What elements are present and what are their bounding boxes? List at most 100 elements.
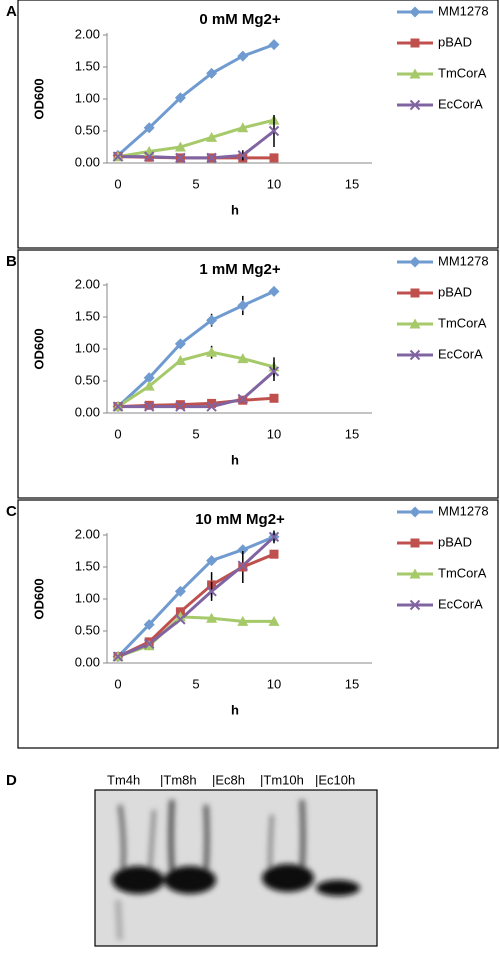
marker — [143, 372, 155, 384]
marker — [175, 614, 186, 625]
marker — [143, 401, 155, 412]
marker — [237, 544, 249, 556]
series-line — [117, 118, 275, 159]
x-tick-label: 15 — [345, 176, 359, 191]
marker — [143, 380, 155, 391]
legend-label: EcCorA — [438, 596, 483, 611]
marker — [206, 555, 218, 567]
marker — [206, 131, 218, 142]
marker — [174, 338, 186, 350]
y-axis-label: OD600 — [31, 328, 46, 369]
y-tick-label: 0.50 — [75, 372, 100, 387]
marker — [237, 353, 249, 364]
marker — [112, 151, 124, 162]
chart-title: 10 mM Mg2+ — [195, 511, 285, 528]
marker — [237, 50, 249, 62]
marker — [268, 615, 280, 626]
marker — [409, 568, 421, 579]
legend-label: EcCorA — [438, 96, 483, 111]
marker — [143, 122, 155, 134]
lane-label: |Ec10h — [315, 772, 355, 787]
x-tick-label: 15 — [345, 676, 359, 691]
x-axis-label: h — [231, 452, 239, 467]
legend-label: MM1278 — [438, 253, 489, 268]
marker — [206, 612, 218, 623]
x-axis-label: h — [231, 702, 239, 717]
legend-label: pBAD — [438, 34, 472, 49]
lane-label: |Tm8h — [160, 772, 197, 787]
x-axis-label: h — [231, 202, 239, 217]
chart-title: 0 mM Mg2+ — [199, 11, 281, 28]
x-tick-label: 0 — [114, 426, 121, 441]
marker — [207, 398, 217, 408]
marker — [268, 39, 280, 51]
chart-panel: C 10 mM Mg2+ OD600 h 0.00 0.50 1.00 1.50 2.00 0 5 1… — [6, 499, 499, 749]
y-tick-label: 2.00 — [75, 276, 100, 291]
marker — [269, 153, 279, 163]
x-tick-label: 10 — [267, 426, 281, 441]
y-tick-label: 1.50 — [75, 308, 100, 323]
marker — [237, 122, 249, 133]
marker — [206, 152, 217, 164]
marker — [268, 125, 280, 137]
series-line — [116, 535, 275, 658]
marker — [206, 346, 218, 357]
panel-letter: C — [6, 503, 17, 520]
marker — [206, 67, 218, 79]
legend-label: pBAD — [438, 284, 472, 299]
y-tick-label: 2.00 — [75, 526, 100, 541]
marker — [410, 288, 420, 298]
blot-bands — [112, 799, 360, 941]
legend-label: TmCorA — [438, 565, 487, 580]
marker — [143, 638, 155, 650]
marker — [409, 68, 421, 79]
marker — [269, 549, 279, 559]
marker — [268, 366, 280, 377]
x-tick-label: 10 — [267, 676, 281, 691]
lane-label: Tm4h — [107, 772, 140, 787]
marker — [175, 152, 186, 164]
marker — [237, 299, 249, 311]
x-tick-label: 0 — [114, 676, 121, 691]
marker — [112, 401, 124, 412]
series-line — [117, 43, 275, 157]
marker — [409, 256, 421, 268]
panel-letter: B — [6, 253, 17, 270]
marker — [206, 401, 217, 412]
marker — [112, 651, 124, 662]
y-tick-label: 2.00 — [75, 26, 100, 41]
marker — [143, 151, 155, 162]
series-line — [118, 129, 275, 160]
legend-label: MM1278 — [438, 3, 489, 18]
marker — [410, 538, 420, 548]
legend-label: MM1278 — [438, 503, 489, 518]
x-tick-label: 5 — [192, 176, 199, 191]
y-axis-label: OD600 — [31, 578, 46, 619]
marker — [237, 393, 249, 405]
panel-frame — [17, 499, 499, 749]
y-tick-label: 0.50 — [75, 622, 100, 637]
marker — [174, 611, 186, 622]
y-tick-label: 1.50 — [75, 558, 100, 573]
y-axis-label: OD600 — [31, 78, 46, 119]
y-tick-label: 0.00 — [75, 154, 100, 169]
marker — [409, 599, 421, 611]
marker — [269, 393, 279, 403]
chart-panel: B 1 mM Mg2+ OD600 h 0.00 0.50 1.00 1.50 2.00 0 5 10… — [6, 249, 499, 499]
marker — [268, 531, 280, 543]
marker — [143, 619, 155, 631]
y-tick-label: 0.00 — [75, 404, 100, 419]
marker — [174, 141, 186, 152]
panel-frame — [17, 0, 499, 249]
marker — [174, 355, 186, 366]
x-tick-label: 0 — [114, 176, 121, 191]
y-tick-label: 0.00 — [75, 654, 100, 669]
marker — [174, 585, 186, 597]
y-tick-label: 1.00 — [75, 590, 100, 605]
marker — [237, 150, 249, 161]
series-line — [117, 615, 274, 659]
lane-label: |Tm10h — [260, 772, 304, 787]
y-tick-label: 1.50 — [75, 58, 100, 73]
